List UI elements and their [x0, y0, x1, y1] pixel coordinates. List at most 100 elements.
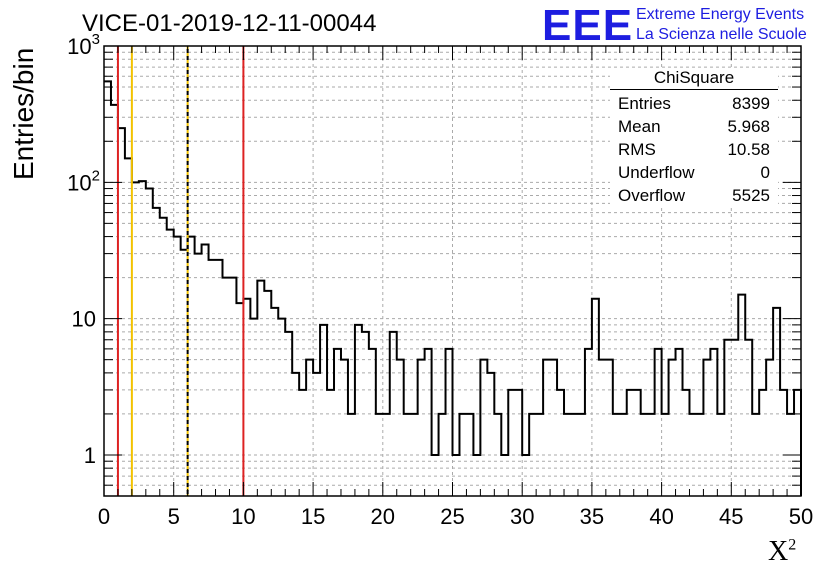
histogram-bin [599, 360, 606, 496]
histogram-bin [257, 281, 264, 496]
stats-value: 8399 [732, 94, 770, 113]
histogram-bin [655, 349, 662, 496]
x-tick-label: 15 [301, 504, 325, 529]
histogram-bin [745, 340, 752, 496]
axes [103, 45, 802, 497]
histogram-bin [369, 349, 376, 496]
histogram-bin [334, 349, 341, 496]
histogram-bin [306, 360, 313, 496]
stats-label: RMS [618, 140, 656, 159]
histogram-bin [341, 360, 348, 496]
x-tick-label: 20 [371, 504, 395, 529]
x-axis-label: X2 [768, 536, 796, 568]
eee-logo: EEE [542, 1, 634, 50]
x-tick-label: 0 [98, 504, 110, 529]
histogram-outline [104, 80, 802, 496]
stats-row: Underflow 0 [610, 161, 778, 184]
x-tick-label: 40 [649, 504, 673, 529]
histogram-bin [683, 390, 690, 496]
histogram-bin [794, 390, 801, 496]
histogram-bin [585, 349, 592, 496]
histogram-bin [731, 340, 738, 496]
histogram-bin [543, 360, 550, 496]
histogram-bin [153, 208, 160, 496]
histogram-bin [278, 319, 285, 496]
histogram-bin [118, 128, 125, 496]
histogram-bin [104, 81, 111, 496]
stats-label: Entries [618, 94, 671, 113]
histogram-bin [480, 360, 487, 496]
x-axis-label-sup: 2 [788, 536, 797, 554]
histogram-bin [606, 360, 613, 496]
stats-value: 0 [760, 163, 770, 182]
stats-label: Underflow [618, 163, 695, 182]
x-tick-label: 50 [789, 504, 813, 529]
x-tick-label: 25 [440, 504, 464, 529]
histogram-bin [195, 254, 202, 496]
histogram-bin [292, 373, 299, 496]
histogram-bin [229, 278, 236, 496]
histogram-bin [222, 278, 229, 496]
histogram-bin [418, 360, 425, 496]
histogram-bin [243, 299, 250, 496]
histogram-bin [487, 373, 494, 496]
histogram-bin [627, 390, 634, 496]
x-tick-label: 30 [510, 504, 534, 529]
histogram-bin [634, 390, 641, 496]
x-axis-label-base: X [768, 536, 789, 567]
histogram-bin [397, 360, 404, 496]
histogram-bin [160, 218, 167, 496]
histogram-bin [508, 390, 515, 496]
histogram-bin [592, 299, 599, 496]
histogram-bin [550, 360, 557, 496]
stats-box: ChiSquare Entries 8399 Mean 5.968 RMS 10.58… [610, 68, 778, 207]
histogram-bin [299, 390, 306, 496]
histogram-bin [188, 237, 195, 496]
histogram-bin [209, 260, 216, 496]
histogram-bin [167, 230, 174, 496]
histogram-bin [766, 360, 773, 496]
y-tick-label: 102 [67, 167, 100, 195]
histogram-bin [515, 390, 522, 496]
stats-value: 10.58 [727, 140, 770, 159]
stats-label: Overflow [618, 186, 686, 205]
histogram-bin [669, 360, 676, 496]
stats-label: Mean [618, 117, 661, 136]
histogram-bin [425, 349, 432, 496]
histogram-bin [313, 373, 320, 496]
histogram-bin [557, 390, 564, 496]
histogram-bin [125, 158, 132, 496]
histogram-bin [146, 189, 153, 496]
histogram-bin [446, 349, 453, 496]
logo-line-1: Extreme Energy Events [636, 6, 805, 23]
histogram-bin [759, 390, 766, 496]
cut-lines [116, 46, 245, 496]
x-tick-label: 35 [580, 504, 604, 529]
tick-labels: 0 5 10 15 20 25 30 35 40 45 50 1 10 102 103 [67, 31, 813, 529]
x-tick-label: 5 [168, 504, 180, 529]
histogram-bin [320, 325, 327, 496]
histogram-bin [780, 390, 787, 496]
histogram-bin [703, 360, 710, 496]
stats-row: Overflow 5525 [610, 184, 778, 207]
histogram-bin [676, 349, 683, 496]
x-tick-label: 45 [719, 504, 743, 529]
stats-title: ChiSquare [610, 68, 778, 90]
histogram-bin [355, 325, 362, 496]
histogram-bin [724, 340, 731, 496]
histogram-bin [174, 237, 181, 496]
stats-row: Entries 8399 [610, 92, 778, 115]
histogram-bin [216, 260, 223, 496]
y-tick-label: 1 [84, 443, 96, 468]
logo-caption: Extreme Energy Events La Scienza nelle S… [636, 5, 807, 45]
histogram-bin [111, 105, 118, 496]
histogram-bin [264, 291, 271, 496]
stats-value: 5.968 [727, 117, 770, 136]
histogram-bin [132, 182, 139, 496]
y-tick-label: 10 [72, 307, 96, 332]
stats-row: RMS 10.58 [610, 138, 778, 161]
logo-line-2: La Scienza nelle Scuole [636, 26, 807, 43]
histogram-bin [710, 349, 717, 496]
x-tick-label: 10 [231, 504, 255, 529]
